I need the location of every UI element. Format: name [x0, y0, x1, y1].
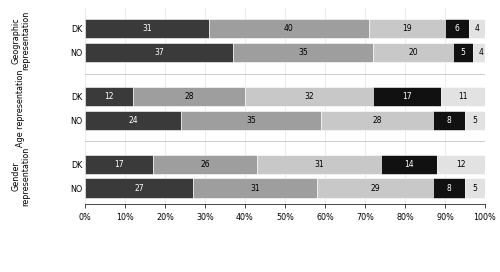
Bar	[373, 87, 441, 106]
Text: 5: 5	[472, 184, 478, 193]
Text: 32: 32	[304, 92, 314, 101]
Bar	[257, 155, 381, 174]
Text: Age representation: Age representation	[16, 70, 26, 147]
Text: Geographic
representation: Geographic representation	[12, 11, 30, 70]
Bar	[453, 43, 473, 62]
Text: 14: 14	[404, 160, 414, 169]
Bar	[473, 43, 489, 62]
Text: 31: 31	[314, 160, 324, 169]
Text: 28: 28	[372, 116, 382, 125]
Bar	[85, 110, 181, 130]
Text: 29: 29	[370, 184, 380, 193]
Text: 17: 17	[114, 160, 124, 169]
Bar	[445, 19, 469, 38]
Bar	[85, 155, 153, 174]
Bar	[321, 110, 433, 130]
Bar	[181, 110, 321, 130]
Text: 12: 12	[104, 92, 114, 101]
Bar	[85, 178, 193, 198]
Text: 40: 40	[284, 24, 294, 33]
Bar	[317, 178, 433, 198]
Text: 11: 11	[458, 92, 468, 101]
Bar	[369, 19, 445, 38]
Bar	[469, 19, 485, 38]
Bar	[85, 19, 209, 38]
Text: 17: 17	[402, 92, 412, 101]
Bar	[85, 43, 233, 62]
Text: 5: 5	[460, 48, 466, 57]
Bar	[381, 155, 437, 174]
Bar	[465, 178, 485, 198]
Text: 8: 8	[446, 184, 452, 193]
Text: 35: 35	[298, 48, 308, 57]
Bar	[245, 87, 373, 106]
Bar	[433, 178, 465, 198]
Text: 26: 26	[200, 160, 210, 169]
Bar	[233, 43, 373, 62]
Text: 24: 24	[128, 116, 138, 125]
Text: 20: 20	[408, 48, 418, 57]
Text: Gender
representation: Gender representation	[12, 147, 30, 206]
Text: 5: 5	[472, 116, 478, 125]
Bar	[193, 178, 317, 198]
Bar	[437, 155, 485, 174]
Bar	[209, 19, 369, 38]
Bar	[465, 110, 485, 130]
Text: 4: 4	[474, 24, 480, 33]
Bar	[153, 155, 257, 174]
Bar	[373, 43, 453, 62]
Bar	[85, 87, 133, 106]
Text: 31: 31	[142, 24, 152, 33]
Text: 8: 8	[446, 116, 452, 125]
Text: 19: 19	[402, 24, 412, 33]
Text: 28: 28	[184, 92, 194, 101]
Text: 35: 35	[246, 116, 256, 125]
Bar	[133, 87, 245, 106]
Text: 31: 31	[250, 184, 260, 193]
Text: 37: 37	[154, 48, 164, 57]
Bar	[441, 87, 485, 106]
Text: 4: 4	[478, 48, 484, 57]
Text: 6: 6	[454, 24, 460, 33]
Text: 12: 12	[456, 160, 466, 169]
Text: 27: 27	[134, 184, 144, 193]
Bar	[433, 110, 465, 130]
